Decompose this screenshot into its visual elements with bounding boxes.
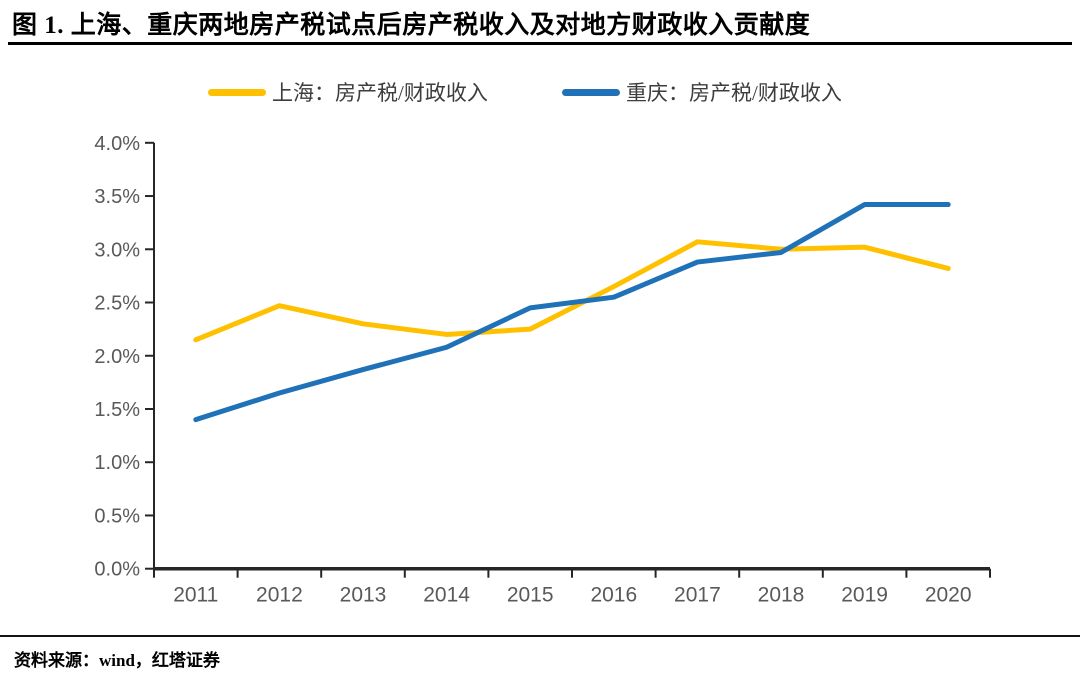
chart-legend: 上海：房产税/财政收入 重庆：房产税/财政收入 bbox=[0, 80, 1080, 105]
x-tick-label: 2020 bbox=[925, 584, 972, 607]
x-tick-label: 2016 bbox=[590, 584, 637, 607]
y-tick-label: 4.0% bbox=[94, 133, 140, 155]
y-tick-label: 3.5% bbox=[94, 186, 140, 208]
y-tick-label: 0.0% bbox=[94, 559, 140, 581]
y-tick-label: 2.5% bbox=[94, 293, 140, 315]
y-tick-label: 1.0% bbox=[94, 452, 140, 474]
shanghai-line-swatch bbox=[208, 88, 266, 96]
y-tick-label: 0.5% bbox=[94, 505, 140, 527]
line-chart: 0.0% 0.5% 1.0% 1.5% 2.0% 2.5% 3.0% 3.5% 4.0% 2011… bbox=[94, 133, 991, 607]
series-line-shanghai bbox=[193, 239, 951, 343]
x-tick-label: 2018 bbox=[758, 584, 805, 607]
chongqing-line-swatch bbox=[562, 88, 620, 96]
footer-divider bbox=[0, 635, 1080, 637]
legend-item-chongqing: 重庆：房产税/财政收入 bbox=[562, 80, 842, 105]
legend-label-chongqing: 重庆：房产税/财政收入 bbox=[626, 81, 842, 105]
x-tick-label: 2014 bbox=[423, 584, 470, 607]
figure-title: 图 1. 上海、重庆两地房产税试点后房产税收入及对地方财政收入贡献度 bbox=[12, 12, 811, 39]
y-tick-label: 3.0% bbox=[94, 239, 140, 261]
source-note: 资料来源：wind，红塔证券 bbox=[14, 651, 220, 670]
x-tick-label: 2017 bbox=[674, 584, 721, 607]
x-tick-label: 2012 bbox=[256, 584, 303, 607]
title-underline bbox=[8, 42, 1072, 45]
legend-item-shanghai: 上海：房产税/财政收入 bbox=[208, 80, 488, 105]
y-tick-label: 1.5% bbox=[94, 399, 140, 421]
x-tick-label: 2011 bbox=[173, 584, 218, 607]
series-line-chongqing bbox=[193, 202, 951, 423]
x-tick-label: 2015 bbox=[507, 584, 554, 607]
x-tick-label: 2013 bbox=[340, 584, 387, 607]
x-tick-label: 2019 bbox=[841, 584, 888, 607]
legend-label-shanghai: 上海：房产税/财政收入 bbox=[272, 81, 488, 105]
y-tick-label: 2.0% bbox=[94, 346, 140, 368]
